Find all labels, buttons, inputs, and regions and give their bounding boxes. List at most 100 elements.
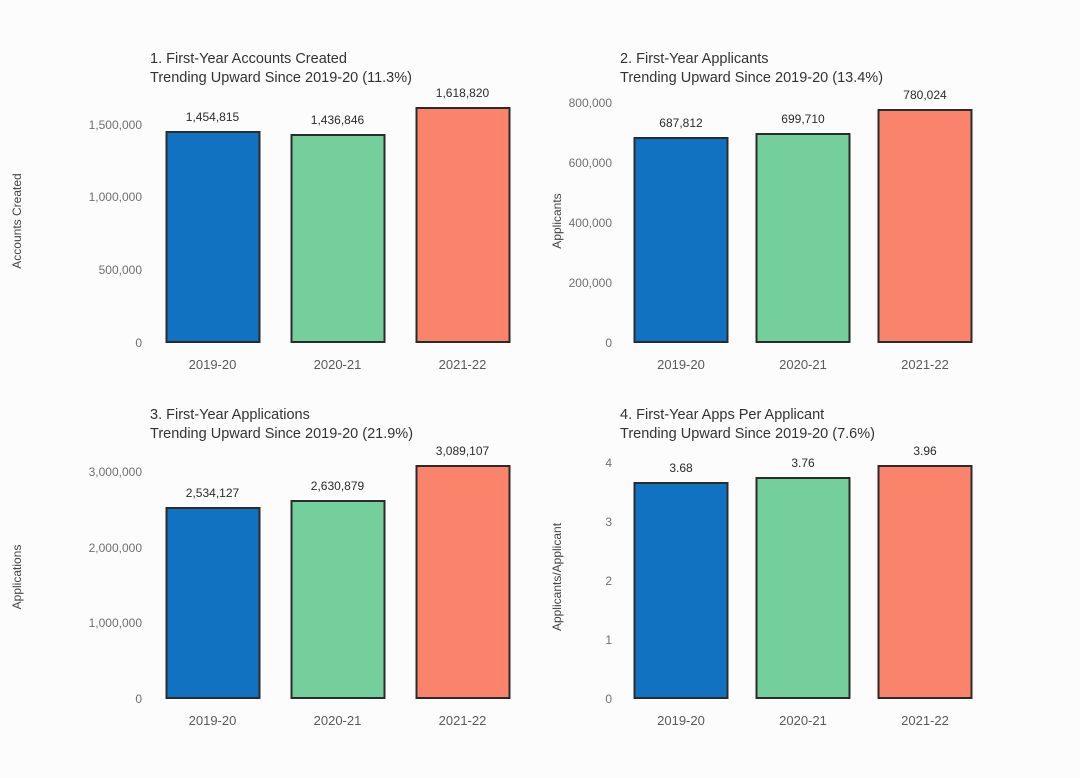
bar-2020-21 bbox=[755, 477, 851, 700]
y-tick-label: 3,000,000 bbox=[88, 464, 142, 479]
bar-2021-22 bbox=[415, 464, 510, 700]
plot-area: 2,534,127 2019-20 2,630,879 2020-21 3,089,10… bbox=[150, 444, 525, 728]
bar-slot: 1,454,815 2019-20 bbox=[150, 98, 275, 372]
y-axis: Applicants/Applicant bbox=[540, 454, 574, 699]
x-tick-label: 2020-21 bbox=[313, 713, 362, 729]
bar-slot: 699,710 2020-21 bbox=[742, 98, 864, 372]
y-tick-label: 500,000 bbox=[98, 263, 142, 278]
bar-slot: 3.96 2021-22 bbox=[864, 444, 986, 728]
chart-body: Applicants 0 200,000 400,000 600,000 800,000… bbox=[540, 88, 1080, 372]
y-tick-label: 2 bbox=[605, 574, 612, 589]
bar-slot: 3,089,107 2021-22 bbox=[400, 444, 525, 728]
x-tick-label: 2020-21 bbox=[779, 713, 827, 729]
chart-title-line1: 4. First-Year Apps Per Applicant bbox=[620, 407, 825, 423]
bar-2020-21 bbox=[290, 133, 385, 344]
bar-slot: 2,630,879 2020-21 bbox=[275, 454, 400, 728]
y-tick-label: 1 bbox=[605, 633, 612, 648]
chart-title: 4. First-Year Apps Per Applicant Trendin… bbox=[620, 406, 1080, 444]
bar-value-label: 2,534,127 bbox=[185, 486, 240, 501]
y-axis-label: Accounts Created bbox=[10, 173, 24, 269]
chart-title-line2: Trending Upward Since 2019-20 (11.3%) bbox=[150, 70, 412, 87]
y-tick-label: 0 bbox=[135, 336, 142, 351]
y-axis-label: Applicants/Applicant bbox=[550, 522, 564, 631]
bar-value-label: 1,436,846 bbox=[310, 112, 365, 127]
y-tick-label: 0 bbox=[605, 336, 612, 351]
plot-area: 1,454,815 2019-20 1,436,846 2020-21 1,618,82… bbox=[150, 86, 525, 372]
bar-value-label: 687,812 bbox=[659, 115, 703, 130]
y-tick-label: 4 bbox=[605, 456, 612, 471]
y-tick-label: 200,000 bbox=[568, 276, 612, 291]
y-axis-label: Applicants bbox=[550, 193, 564, 249]
y-tick-column: 0 1,000,000 2,000,000 3,000,000 bbox=[34, 454, 150, 707]
chart-panel-accounts-created: 1. First-Year Accounts Created Trending … bbox=[0, 0, 540, 388]
bar-2021-22 bbox=[877, 465, 973, 700]
chart-title-line1: 2. First-Year Applicants bbox=[620, 51, 769, 67]
chart-title-line2: Trending Upward Since 2019-20 (13.4%) bbox=[620, 70, 884, 87]
y-tick-label: 600,000 bbox=[568, 155, 612, 170]
y-tick-label: 3 bbox=[605, 515, 612, 530]
x-tick-label: 2019-20 bbox=[188, 357, 237, 373]
x-tick-label: 2021-22 bbox=[901, 357, 949, 373]
bar-2020-21 bbox=[755, 132, 851, 344]
bar-value-label: 3.68 bbox=[669, 461, 693, 475]
bar-value-label: 3.76 bbox=[791, 456, 815, 471]
bar-slot: 687,812 2019-20 bbox=[620, 98, 742, 372]
x-tick-label: 2019-20 bbox=[188, 713, 237, 729]
bar-value-label: 3,089,107 bbox=[435, 443, 490, 458]
chart-title: 3. First-Year Applications Trending Upwa… bbox=[150, 406, 540, 444]
chart-panel-applicants: 2. First-Year Applicants Trending Upward… bbox=[540, 0, 1080, 388]
y-tick-label: 0 bbox=[135, 692, 142, 707]
bar-value-label: 699,710 bbox=[781, 111, 825, 126]
bar-2021-22 bbox=[415, 107, 510, 344]
chart-panel-applications: 3. First-Year Applications Trending Upwa… bbox=[0, 388, 540, 778]
bar-value-label: 1,618,820 bbox=[435, 86, 490, 101]
y-axis: Accounts Created bbox=[0, 98, 34, 343]
bar-2019-20 bbox=[165, 507, 260, 700]
bar-value-label: 1,454,815 bbox=[185, 110, 240, 125]
bar-2019-20 bbox=[633, 482, 729, 700]
bar-slot: 2,534,127 2019-20 bbox=[150, 454, 275, 728]
chart-title: 1. First-Year Accounts Created Trending … bbox=[150, 50, 540, 88]
chart-title-line1: 3. First-Year Applications bbox=[150, 407, 310, 423]
y-tick-label: 1,500,000 bbox=[88, 117, 142, 132]
chart-title-line2: Trending Upward Since 2019-20 (21.9%) bbox=[150, 426, 414, 443]
chart-title-line1: 1. First-Year Accounts Created bbox=[150, 51, 347, 67]
x-tick-label: 2019-20 bbox=[657, 713, 705, 729]
chart-panel-apps-per-applicant: 4. First-Year Apps Per Applicant Trendin… bbox=[540, 388, 1080, 778]
bar-slot: 1,436,846 2020-21 bbox=[275, 98, 400, 372]
chart-body: Applications 0 1,000,000 2,000,000 3,000,00… bbox=[0, 444, 540, 728]
bar-value-label: 3.96 bbox=[913, 444, 937, 459]
y-tick-label: 400,000 bbox=[568, 216, 612, 231]
bar-slot: 3.76 2020-21 bbox=[742, 454, 864, 728]
y-tick-label: 0 bbox=[605, 692, 612, 707]
x-tick-label: 2021-22 bbox=[901, 713, 949, 729]
bar-2019-20 bbox=[633, 136, 729, 344]
plot-area: 687,812 2019-20 699,710 2020-21 780,024 2021-… bbox=[620, 88, 986, 372]
bar-slot: 3.68 2019-20 bbox=[620, 454, 742, 728]
bar-2019-20 bbox=[165, 131, 260, 344]
bar-slot: 780,024 2021-22 bbox=[864, 88, 986, 372]
y-tick-label: 2,000,000 bbox=[88, 540, 142, 555]
bar-slot: 1,618,820 2021-22 bbox=[400, 86, 525, 372]
y-axis: Applications bbox=[0, 454, 34, 699]
x-tick-label: 2021-22 bbox=[438, 357, 487, 373]
y-tick-label: 800,000 bbox=[568, 95, 612, 110]
y-tick-label: 1,000,000 bbox=[88, 190, 142, 205]
chart-title: 2. First-Year Applicants Trending Upward… bbox=[620, 50, 1080, 88]
x-tick-label: 2020-21 bbox=[779, 357, 827, 373]
chart-title-line2: Trending Upward Since 2019-20 (7.6%) bbox=[620, 426, 875, 443]
y-tick-column: 0 1 2 3 4 bbox=[574, 454, 620, 706]
bar-value-label: 2,630,879 bbox=[310, 478, 365, 493]
bar-2020-21 bbox=[290, 499, 385, 700]
y-tick-column: 0 200,000 400,000 600,000 800,000 bbox=[569, 96, 620, 350]
y-tick-label: 1,000,000 bbox=[88, 616, 142, 631]
plot-area: 3.68 2019-20 3.76 2020-21 3.96 2021-22 bbox=[620, 444, 986, 728]
x-tick-label: 2021-22 bbox=[438, 713, 487, 729]
y-axis-label: Applications bbox=[10, 544, 24, 610]
x-tick-label: 2020-21 bbox=[313, 357, 362, 373]
chart-body: Accounts Created 0 500,000 1,000,000 1,500,… bbox=[0, 86, 540, 372]
bar-value-label: 780,024 bbox=[903, 87, 947, 102]
y-tick-column: 0 500,000 1,000,000 1,500,000 bbox=[34, 98, 150, 351]
